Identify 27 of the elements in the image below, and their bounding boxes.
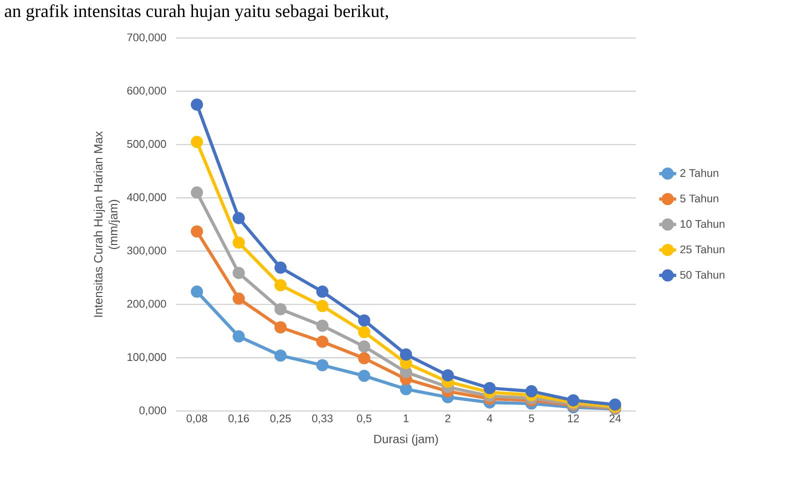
x-tick-label: 0,33 bbox=[312, 414, 333, 424]
x-axis-title: Durasi (jam) bbox=[374, 434, 438, 446]
legend-label: 10 Tahun bbox=[680, 220, 724, 228]
x-tick-label: 0,08 bbox=[186, 414, 208, 424]
x-tick-label: 0,16 bbox=[228, 414, 249, 424]
text: an grafik intensitas curah hujan yaitu sebagai berikut, bbox=[4, 4, 388, 21]
y-axis-title: Intensitas Curah Hujan Harian Max (mm/jam) bbox=[94, 131, 120, 317]
legend-label: 25 Tahun bbox=[680, 245, 724, 254]
y-tick-label: 100,000 bbox=[128, 353, 166, 362]
legend-label: 50 Tahun bbox=[680, 270, 724, 279]
y-tick-label: 300,000 bbox=[127, 246, 166, 256]
y-tick-label: 0,000 bbox=[139, 406, 166, 416]
x-tick-label: 4 bbox=[486, 414, 492, 422]
y-tick-label: 400,000 bbox=[126, 193, 166, 202]
x-tick-label: 2 bbox=[445, 414, 450, 422]
y-tick-label: 700,000 bbox=[127, 33, 166, 43]
x-tick-label: 24 bbox=[610, 414, 621, 422]
y-tick-label: 600,000 bbox=[127, 86, 166, 96]
x-tick-label: 12 bbox=[568, 414, 579, 422]
x-tick-label: 5 bbox=[528, 414, 534, 422]
x-tick-label: 1 bbox=[404, 414, 409, 422]
y-tick-label: 200,000 bbox=[127, 300, 166, 309]
x-tick-label: 0,25 bbox=[270, 414, 291, 424]
legend-label: 5 Tahun bbox=[680, 194, 718, 202]
legend-label: 2 Tahun bbox=[680, 168, 718, 177]
x-tick-label: 0,5 bbox=[356, 414, 372, 424]
y-tick-label: 500,000 bbox=[127, 140, 166, 150]
